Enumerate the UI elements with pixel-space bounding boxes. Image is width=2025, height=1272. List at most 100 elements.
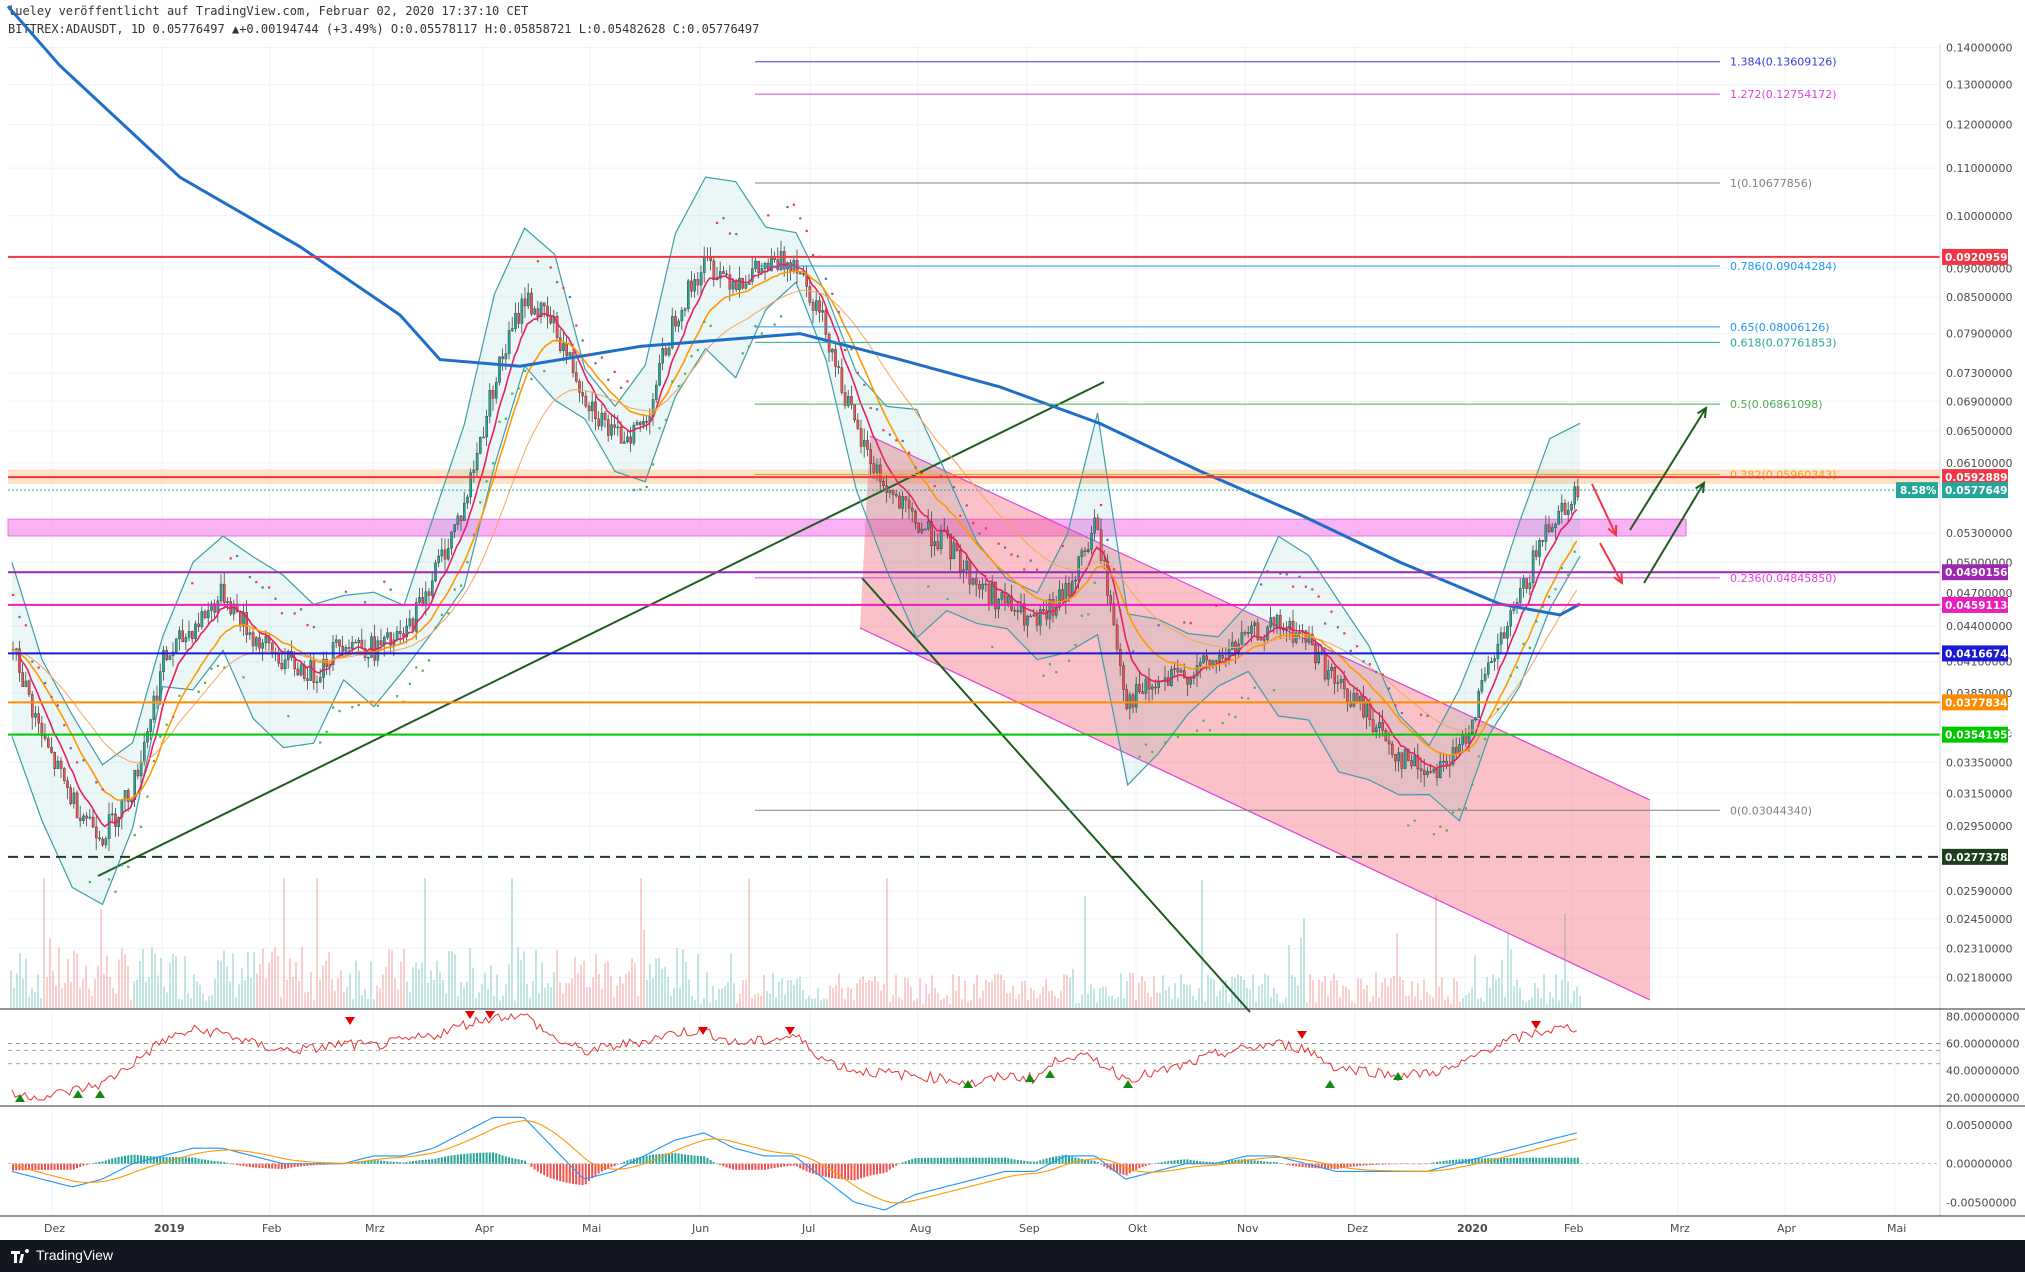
sar-dot	[856, 371, 859, 375]
sar-dot	[876, 408, 879, 411]
volume-bar	[262, 948, 264, 1008]
macd-histogram-bar	[936, 1157, 939, 1164]
volume-bar	[1237, 974, 1239, 1008]
macd-histogram-bar	[1090, 1160, 1093, 1164]
macd-histogram-bar	[223, 1161, 226, 1164]
volume-bar	[325, 960, 327, 1008]
candle-body	[1467, 733, 1471, 744]
volume-bar	[1399, 976, 1401, 1008]
volume-bar	[634, 962, 636, 1008]
candle-body	[898, 495, 901, 509]
candle-body	[856, 419, 860, 429]
macd-histogram-bar	[226, 1162, 229, 1164]
volume-bar	[754, 994, 756, 1008]
candle-body	[565, 343, 568, 357]
sar-dot	[812, 253, 815, 257]
volume-bar	[1441, 977, 1443, 1008]
volume-bar	[640, 878, 642, 1008]
macd-histogram-bar	[1471, 1158, 1474, 1164]
candle-body	[1323, 652, 1327, 680]
macd-histogram-bar	[668, 1153, 670, 1164]
volume-bar	[763, 974, 765, 1008]
volume-bar	[1108, 996, 1110, 1008]
candle-body	[952, 542, 956, 560]
volume-bar	[28, 996, 30, 1008]
volume-bar	[10, 970, 12, 1008]
volume-bar	[1501, 959, 1503, 1008]
volume-bar	[1258, 985, 1260, 1008]
sar-dot	[1368, 663, 1371, 666]
macd-histogram-bar	[1125, 1163, 1128, 1176]
candle-body	[203, 611, 207, 619]
candle-body	[575, 372, 578, 382]
macd-histogram-bar	[1468, 1158, 1470, 1164]
candle-body	[245, 612, 249, 635]
volume-bar	[604, 963, 606, 1008]
candle-body	[1570, 504, 1573, 511]
sar-dot	[556, 281, 559, 284]
macd-histogram-bar	[1196, 1160, 1198, 1164]
volume-bar	[1183, 984, 1185, 1008]
candle-body	[520, 298, 524, 324]
macd-histogram-bar	[1525, 1157, 1528, 1164]
sar-dot	[1381, 673, 1384, 676]
sell-signal-icon	[465, 1011, 475, 1019]
volume-bar	[832, 987, 834, 1008]
candle-body	[101, 838, 104, 846]
volume-bar	[565, 983, 567, 1008]
volume-bar	[793, 985, 795, 1008]
sar-dot	[472, 533, 475, 536]
macd-histogram-bar	[584, 1163, 587, 1185]
candle-body	[680, 310, 684, 322]
macd-histogram-bar	[1548, 1157, 1550, 1164]
candle-body	[254, 637, 258, 647]
macd-histogram-bar	[1004, 1157, 1006, 1164]
volume-bar	[94, 978, 96, 1008]
sar-dot	[293, 612, 296, 615]
volume-bar	[544, 987, 546, 1008]
candle-body	[543, 302, 546, 307]
sar-dot	[914, 466, 917, 469]
macd-histogram-bar	[498, 1154, 501, 1164]
sar-dot	[396, 695, 399, 698]
sar-dot	[18, 615, 21, 619]
candle-body	[933, 541, 936, 547]
volume-bar	[1498, 977, 1500, 1008]
buy-signal-icon	[15, 1094, 25, 1102]
macd-histogram-bar	[69, 1163, 72, 1170]
candle-body	[984, 583, 988, 586]
sar-dot	[421, 669, 424, 672]
macd-histogram-bar	[85, 1163, 88, 1165]
macd-histogram-bar	[1388, 1163, 1390, 1165]
price-badge-label: 0.03778343	[1945, 697, 2015, 709]
volume-bar	[205, 1000, 207, 1008]
volume-bar	[334, 991, 336, 1008]
volume-bar	[127, 966, 129, 1008]
candle-body	[875, 464, 879, 473]
sar-dot	[319, 741, 322, 744]
macd-histogram-bar	[15, 1163, 18, 1171]
macd-histogram-bar	[642, 1156, 645, 1164]
price-badge-label: 0.03541953	[1945, 730, 2015, 742]
sar-dot	[1509, 674, 1512, 677]
volume-bar	[211, 994, 213, 1008]
macd-histogram-bar	[1327, 1163, 1330, 1169]
volume-bar	[739, 993, 741, 1008]
sar-dot	[1253, 686, 1256, 689]
macd-histogram-bar	[821, 1163, 824, 1177]
candle-body	[1563, 502, 1567, 515]
macd-histogram-bar	[293, 1163, 296, 1168]
sar-dot	[1292, 585, 1295, 588]
macd-histogram-bar	[1048, 1157, 1051, 1164]
macd-histogram-bar	[1180, 1159, 1182, 1164]
volume-bar	[184, 955, 186, 1008]
volume-bar	[679, 987, 681, 1008]
macd-histogram-bar	[1167, 1161, 1170, 1164]
macd-histogram-bar	[1205, 1161, 1208, 1164]
macd-histogram-bar	[31, 1163, 34, 1171]
volume-bar	[1420, 1000, 1422, 1008]
sar-dot	[575, 324, 578, 327]
price-chart[interactable]: 1.384(0.13609126)1.272(0.12754172)1(0.10…	[0, 0, 2025, 1240]
candle-body	[907, 499, 911, 509]
volume-bar	[37, 974, 39, 1008]
